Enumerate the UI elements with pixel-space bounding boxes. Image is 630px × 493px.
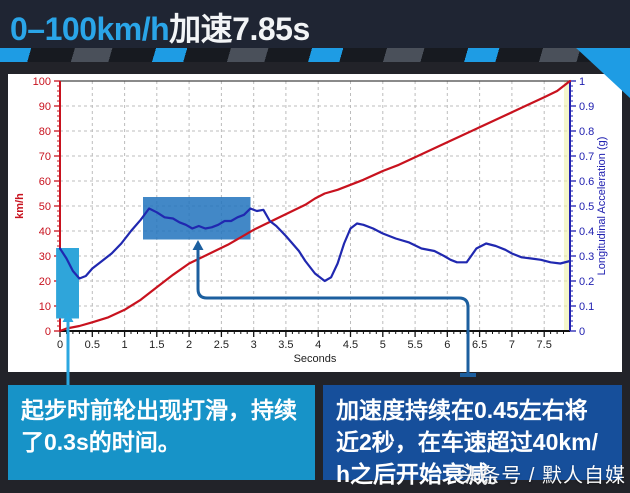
- y-left-tick-label: 30: [39, 251, 51, 263]
- y-right-tick-label: 1: [579, 76, 585, 88]
- y-left-tick-label: 20: [39, 276, 51, 288]
- longitudinal-acceleration-g-line: [58, 207, 572, 283]
- x-tick-label: 3.5: [278, 339, 293, 351]
- x-tick-label: 0: [57, 339, 63, 351]
- x-tick-label: 7.5: [537, 339, 552, 351]
- y-left-tick-label: 10: [39, 301, 51, 313]
- x-tick-label: 4: [315, 339, 321, 351]
- x-tick-label: 5.5: [407, 339, 422, 351]
- y-right-tick-label: 0.4: [579, 226, 594, 238]
- x-tick-label: 5: [380, 339, 386, 351]
- annotation-line: 近2秒，在车速超过40km/: [336, 429, 599, 455]
- watermark: 头条号 / 默人自媒: [459, 465, 626, 487]
- x-tick-label: 3: [251, 339, 257, 351]
- x-tick-label: 7: [509, 339, 515, 351]
- annotation-accel-plateau: 加速度持续在0.45左右将 近2秒，在车速超过40km/ h之后开始衰减。: [323, 385, 622, 487]
- y-left-tick-label: 50: [39, 201, 51, 213]
- end-strip: [564, 81, 570, 331]
- y-left-tick-label: 0: [45, 326, 51, 338]
- y-right-tick-label: 0.1: [579, 301, 594, 313]
- acceleration-chart: 0 0.5 1 1.5 2 2.5 3 3.5 4 4.5 5 5.5 6 6.5 7 7.5 0 10 20 30 4…: [8, 74, 622, 372]
- page-title: 0–100km/h加速7.85s: [10, 4, 310, 50]
- y-left-tick-label: 90: [39, 101, 51, 113]
- annotation-wheel-slip: 起步时前轮出现打滑，持续 了0.3s的时间。: [8, 385, 315, 480]
- y-right-axis-title: Longitudinal Acceleration (g): [596, 137, 608, 276]
- annotation-line: h之后开始衰减。: [336, 461, 512, 487]
- y-left-tick-label: 100: [33, 76, 51, 88]
- y-right-tick-label: 0.3: [579, 251, 594, 263]
- y-left-tick-label: 80: [39, 126, 51, 138]
- y-left-axis-title: km/h: [14, 193, 26, 219]
- decorative-stripe-band: [0, 48, 630, 62]
- y-right-tick-label: 0.7: [579, 151, 594, 163]
- title-rest: 加速7.85s: [169, 11, 310, 47]
- x-tick-label: 1: [122, 339, 128, 351]
- y-right-tick-label: 0.5: [579, 201, 594, 213]
- y-left-tick-label: 70: [39, 151, 51, 163]
- annotation-line: 加速度持续在0.45左右将: [336, 397, 588, 423]
- chart-canvas: 0 0.5 1 1.5 2 2.5 3 3.5 4 4.5 5 5.5 6 6.5 7 7.501020304…: [14, 76, 608, 365]
- annotation-line: 了0.3s的时间。: [21, 429, 181, 455]
- x-tick-label: 1.5: [149, 339, 164, 351]
- x-tick-label: 2.5: [214, 339, 229, 351]
- annotation-line: 起步时前轮出现打滑，持续: [21, 397, 297, 423]
- y-left-tick-label: 60: [39, 176, 51, 188]
- accel-plateau-highlight: [143, 197, 251, 240]
- y-right-tick-label: 0.2: [579, 276, 594, 288]
- x-tick-label: 6: [444, 339, 450, 351]
- y-left-tick-label: 40: [39, 226, 51, 238]
- y-right-tick-label: 0.6: [579, 176, 594, 188]
- y-right-tick-label: 0: [579, 326, 585, 338]
- header-bar: 0–100km/h加速7.85s: [0, 0, 630, 48]
- x-tick-label: 2: [186, 339, 192, 351]
- x-tick-label: 6.5: [472, 339, 487, 351]
- speed-kmh-line: [58, 79, 572, 333]
- x-tick-label: 0.5: [85, 339, 100, 351]
- y-right-tick-label: 0.9: [579, 101, 594, 113]
- y-right-tick-label: 0.8: [579, 126, 594, 138]
- x-axis-title: Seconds: [294, 353, 337, 365]
- x-tick-label: 4.5: [343, 339, 358, 351]
- stripe-pattern: [0, 48, 630, 62]
- title-highlight: 0–100km/h: [10, 11, 170, 47]
- wheel-slip-highlight: [56, 248, 79, 319]
